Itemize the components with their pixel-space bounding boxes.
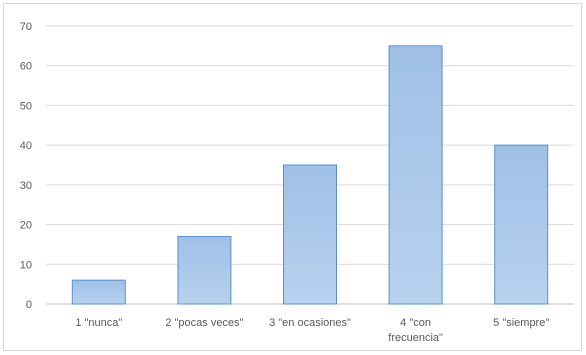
y-tick-label: 30 — [20, 180, 32, 192]
x-tick-label: 4 "con — [400, 317, 431, 329]
y-axis-ticks: 0 10 20 30 40 50 60 70 — [20, 21, 32, 311]
y-tick-label: 20 — [20, 220, 32, 232]
x-tick-label: 1 "nunca" — [75, 317, 122, 329]
y-tick-label: 60 — [20, 61, 32, 73]
bars — [71, 45, 549, 305]
y-tick-label: 40 — [20, 140, 32, 152]
y-tick-label: 70 — [20, 21, 32, 33]
bar — [283, 164, 337, 305]
x-tick-label: 3 "en ocasiones" — [269, 317, 351, 329]
y-tick-label: 50 — [20, 100, 32, 112]
gridlines — [46, 25, 574, 305]
bar — [177, 235, 232, 305]
y-tick-label: 0 — [26, 299, 32, 311]
bar — [494, 144, 549, 305]
x-tick-label: frecuencia" — [388, 332, 443, 344]
bar — [71, 279, 126, 305]
bar — [388, 45, 443, 305]
y-tick-label: 10 — [20, 259, 32, 271]
x-tick-label: 2 "pocas veces" — [165, 317, 243, 329]
x-tick-label: 5 "siempre" — [493, 317, 549, 329]
x-axis-labels: 1 "nunca" 2 "pocas veces" 3 "en ocasiones"… — [75, 317, 549, 344]
